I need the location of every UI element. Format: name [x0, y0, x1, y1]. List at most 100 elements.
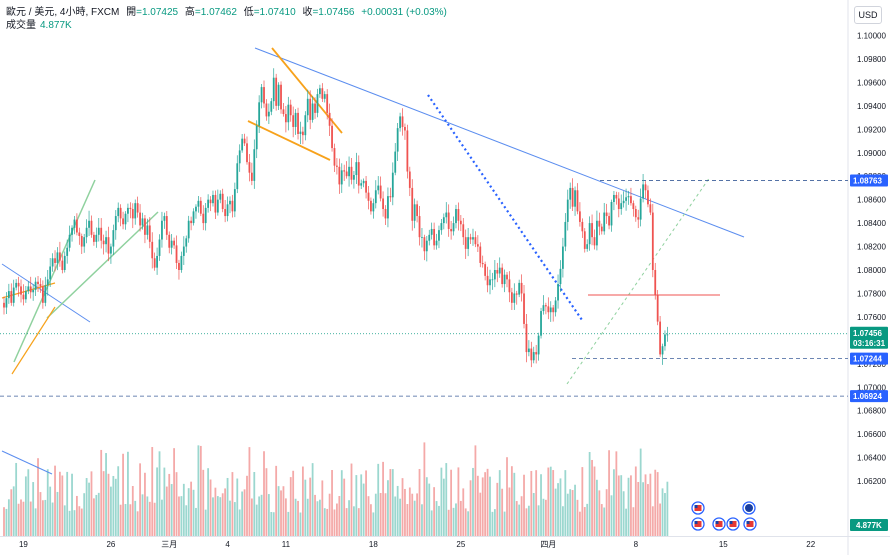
candle-body [207, 199, 210, 208]
volume-bar [63, 505, 66, 536]
volume-bar [603, 507, 606, 536]
price-axis[interactable]: 1.10000 1.09800 1.09600 1.09400 1.09200 1.090… [857, 32, 886, 487]
candle-body [316, 94, 319, 113]
candle-body [226, 204, 229, 217]
candle-body [350, 166, 353, 180]
candle-body [576, 190, 579, 212]
chart-legend: 歐元 / 美元, 4小時, FXCM 開=1.07425 高=1.07462 低… [6, 6, 447, 32]
volume-bar [428, 483, 431, 536]
volume-bar [209, 479, 212, 536]
high-label: 高 [184, 7, 195, 18]
candle-body [481, 262, 484, 265]
candle-body [214, 194, 217, 213]
volume-bar [622, 491, 625, 536]
candle-body [547, 306, 550, 313]
candle-body [178, 262, 180, 270]
volume-bar [501, 488, 504, 536]
volume-bar [246, 475, 248, 536]
candle-body [46, 279, 49, 286]
volume-bar [265, 468, 268, 536]
volume-bar [340, 470, 343, 536]
volume-bar [78, 506, 81, 536]
volume-bar [207, 468, 210, 536]
volume-bar [323, 508, 326, 536]
candle-body [88, 220, 90, 228]
candle-body [144, 218, 146, 235]
candle-body [319, 88, 321, 95]
level-tag [850, 352, 888, 365]
volume-bar [394, 496, 397, 536]
volume-label[interactable]: 成交量 [6, 20, 36, 31]
candle-body [479, 246, 482, 263]
candle-body [54, 258, 56, 263]
candle-body [440, 223, 443, 231]
candle-body [331, 125, 333, 149]
candle-body [340, 170, 343, 185]
volume-bar [275, 465, 278, 536]
candle-body [146, 225, 149, 235]
candle-body [357, 162, 360, 186]
volume-bar [425, 477, 428, 536]
time-tick-label: 22 [806, 540, 815, 549]
volume-bar [435, 501, 438, 536]
volume-bar [367, 496, 370, 536]
volume-bar [175, 472, 178, 536]
candle-body [583, 231, 586, 249]
candle-body [280, 84, 282, 110]
volume-bar [309, 477, 312, 536]
candle-body [272, 77, 275, 102]
candle-body [282, 109, 285, 115]
candle-body [27, 286, 30, 292]
volume-bar [97, 492, 100, 536]
time-tick-label: 三月 [161, 540, 177, 549]
currency-unit-button[interactable]: USD [854, 6, 882, 24]
candle-body [333, 148, 336, 166]
candle-body [503, 274, 506, 285]
volume-bar [214, 487, 217, 536]
time-tick-label: 18 [369, 540, 378, 549]
symbol-title[interactable]: 歐元 / 美元, 4小時, FXCM [6, 7, 120, 18]
candle-body [617, 198, 620, 210]
candle-body [209, 199, 212, 204]
candle-body [598, 220, 601, 227]
time-tick-label: 26 [106, 540, 115, 549]
volume-bar [391, 469, 394, 536]
volume-bar [605, 489, 608, 536]
volume-bar [12, 486, 15, 536]
volume-bar [277, 486, 280, 536]
candle-body [620, 203, 623, 210]
candle-body [387, 196, 389, 219]
candle-body [374, 190, 377, 204]
candle-body [423, 237, 426, 252]
volume-bar [112, 475, 115, 536]
volume-bar [197, 445, 200, 536]
candle-body [277, 84, 280, 106]
volume-bar [377, 463, 380, 536]
volume-bar [598, 490, 601, 536]
candle-body [549, 307, 552, 313]
volume-bar [666, 481, 669, 536]
candle-body [659, 321, 661, 355]
volume-bar [447, 509, 450, 536]
candle-body [119, 207, 122, 219]
candle-body [394, 151, 397, 173]
flag-fill [745, 504, 753, 512]
volume-bar [413, 500, 416, 536]
candle-body [450, 228, 453, 232]
candle-body [114, 216, 117, 231]
candle-body [362, 180, 365, 184]
volume-bar [216, 496, 219, 536]
candle-body [258, 102, 261, 126]
volume-bar [583, 507, 586, 536]
candle-body [153, 258, 156, 268]
volume-bar [287, 511, 290, 536]
volume-bar [649, 473, 652, 536]
candle-body [523, 293, 525, 324]
candle-body [421, 237, 423, 238]
candle-body [267, 111, 270, 117]
candle-body [231, 200, 234, 212]
time-axis[interactable]: 19 26 三月 4 11 18 25 四月 8 15 22 [19, 540, 816, 549]
volume-bar [357, 508, 360, 536]
